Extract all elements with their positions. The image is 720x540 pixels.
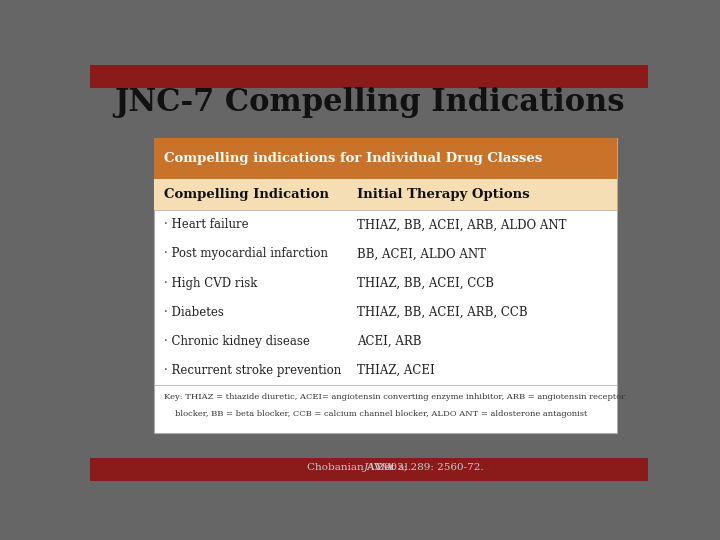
Text: JNC-7 Compelling Indications: JNC-7 Compelling Indications (114, 87, 624, 118)
Text: · Recurrent stroke prevention: · Recurrent stroke prevention (164, 364, 341, 377)
Text: Initial Therapy Options: Initial Therapy Options (357, 188, 530, 201)
Text: THIAZ, BB, ACEI, CCB: THIAZ, BB, ACEI, CCB (357, 276, 494, 289)
Bar (154, 138, 617, 179)
Text: · Post myocardial infarction: · Post myocardial infarction (164, 247, 328, 260)
Text: JAMA: JAMA (364, 463, 394, 471)
Text: · High CVD risk: · High CVD risk (164, 276, 258, 289)
Text: · Diabetes: · Diabetes (164, 306, 224, 319)
Text: Compelling Indication: Compelling Indication (164, 188, 329, 201)
Text: BB, ACEI, ALDO ANT: BB, ACEI, ALDO ANT (357, 247, 486, 260)
Text: Chobanian AV et al.: Chobanian AV et al. (307, 463, 414, 471)
Text: Key: THIAZ = thiazide diuretic, ACEI= angiotensin converting enzyme inhibitor, A: Key: THIAZ = thiazide diuretic, ACEI= an… (164, 394, 626, 401)
Text: · Heart failure: · Heart failure (164, 218, 249, 231)
Bar (154, 138, 617, 433)
Bar (90, 458, 648, 481)
Bar (90, 65, 648, 87)
Text: Compelling indications for Individual Drug Classes: Compelling indications for Individual Dr… (164, 152, 542, 165)
Text: blocker, BB = beta blocker, CCB = calcium channel blocker, ALDO ANT = aldosteron: blocker, BB = beta blocker, CCB = calciu… (176, 410, 588, 418)
Text: ACEI, ARB: ACEI, ARB (357, 335, 421, 348)
Bar (154, 179, 617, 210)
Text: · Chronic kidney disease: · Chronic kidney disease (164, 335, 310, 348)
Text: THIAZ, BB, ACEI, ARB, ALDO ANT: THIAZ, BB, ACEI, ARB, ALDO ANT (357, 218, 567, 231)
Text: 2003; 289: 2560-72.: 2003; 289: 2560-72. (374, 463, 484, 471)
Text: THIAZ, ACEI: THIAZ, ACEI (357, 364, 435, 377)
Text: THIAZ, BB, ACEI, ARB, CCB: THIAZ, BB, ACEI, ARB, CCB (357, 306, 528, 319)
